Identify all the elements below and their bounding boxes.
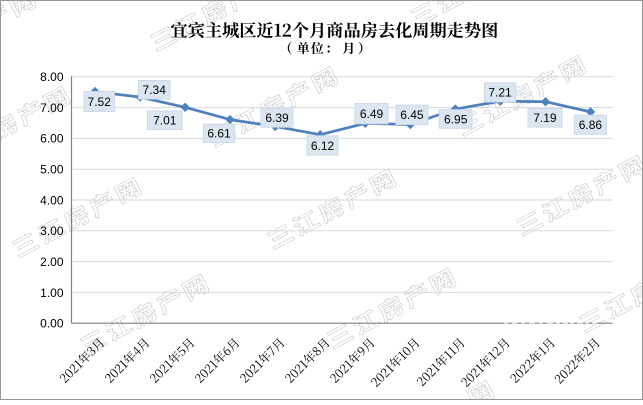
svg-text:6.12: 6.12 <box>311 139 335 153</box>
svg-text:6.45: 6.45 <box>400 108 424 122</box>
svg-text:0.00: 0.00 <box>40 317 64 331</box>
svg-text:7.21: 7.21 <box>488 86 512 100</box>
svg-text:7.00: 7.00 <box>40 101 64 115</box>
svg-text:7.34: 7.34 <box>143 83 167 97</box>
svg-text:6.49: 6.49 <box>360 107 384 121</box>
svg-text:6.86: 6.86 <box>579 118 603 132</box>
svg-text:5.00: 5.00 <box>40 163 64 177</box>
svg-text:6.39: 6.39 <box>265 111 289 125</box>
svg-text:2.00: 2.00 <box>40 255 64 269</box>
svg-text:3.00: 3.00 <box>40 224 64 238</box>
svg-text:6.95: 6.95 <box>444 112 468 126</box>
svg-text:7.52: 7.52 <box>88 95 112 109</box>
svg-text:7.19: 7.19 <box>533 111 557 125</box>
svg-text:4.00: 4.00 <box>40 193 64 207</box>
svg-text:7.01: 7.01 <box>153 114 177 128</box>
svg-text:8.00: 8.00 <box>40 70 64 84</box>
svg-text:1.00: 1.00 <box>40 286 64 300</box>
svg-text:6.61: 6.61 <box>207 127 231 141</box>
svg-text:6.00: 6.00 <box>40 132 64 146</box>
